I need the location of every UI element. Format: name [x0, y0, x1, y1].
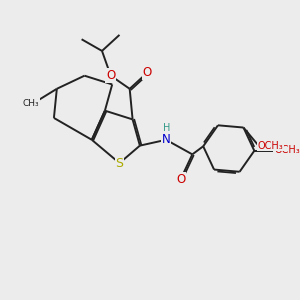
Text: N: N: [162, 133, 170, 146]
Text: OCH₃: OCH₃: [274, 145, 300, 155]
Text: O: O: [106, 69, 116, 82]
Text: OCH₃: OCH₃: [257, 141, 283, 151]
Text: H: H: [163, 123, 170, 133]
Text: O: O: [176, 172, 185, 186]
Text: S: S: [116, 157, 124, 169]
Text: O: O: [142, 66, 152, 79]
Text: CH₃: CH₃: [22, 99, 39, 108]
